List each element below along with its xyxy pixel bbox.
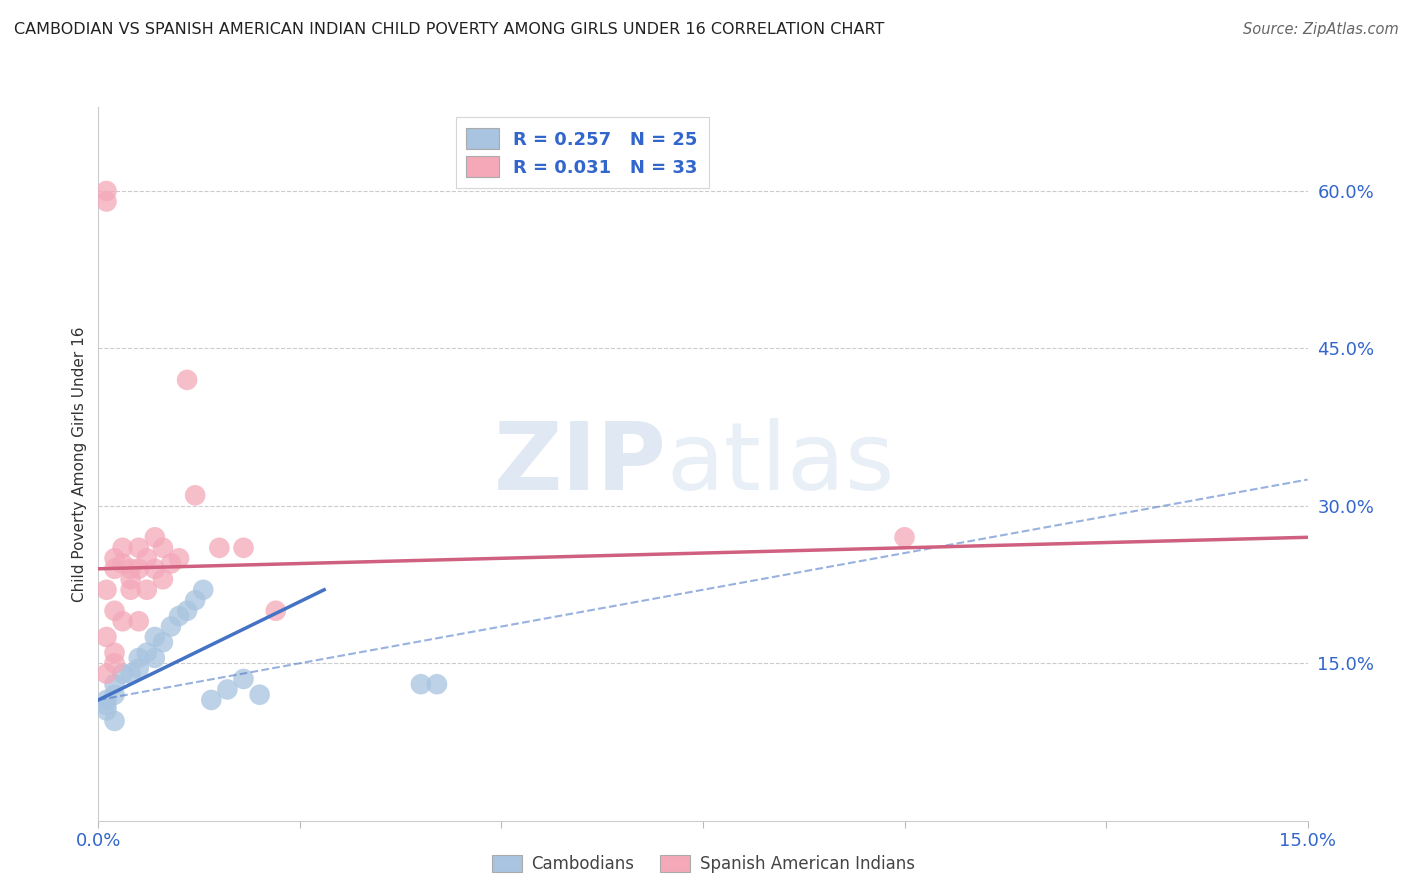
Text: ZIP: ZIP — [494, 417, 666, 510]
Point — [176, 373, 198, 387]
Point — [249, 688, 271, 702]
Point — [96, 194, 118, 209]
Point — [103, 657, 125, 671]
Point — [208, 541, 231, 555]
Text: Source: ZipAtlas.com: Source: ZipAtlas.com — [1243, 22, 1399, 37]
Point — [217, 682, 239, 697]
Point — [167, 551, 190, 566]
Point — [120, 666, 142, 681]
Point — [96, 693, 118, 707]
Point — [152, 635, 174, 649]
Point — [232, 672, 254, 686]
Point — [103, 551, 125, 566]
Point — [152, 572, 174, 586]
Point — [193, 582, 215, 597]
Point — [143, 530, 166, 544]
Point — [135, 646, 157, 660]
Point — [111, 557, 134, 571]
Point — [96, 184, 118, 198]
Point — [143, 562, 166, 576]
Point — [160, 619, 183, 633]
Point — [103, 714, 125, 728]
Point — [120, 582, 142, 597]
Point — [111, 614, 134, 628]
Point — [426, 677, 449, 691]
Text: CAMBODIAN VS SPANISH AMERICAN INDIAN CHILD POVERTY AMONG GIRLS UNDER 16 CORRELAT: CAMBODIAN VS SPANISH AMERICAN INDIAN CHI… — [14, 22, 884, 37]
Point — [111, 666, 134, 681]
Point — [103, 688, 125, 702]
Point — [135, 551, 157, 566]
Point — [103, 646, 125, 660]
Point — [128, 614, 150, 628]
Point — [96, 630, 118, 644]
Point — [167, 609, 190, 624]
Point — [135, 582, 157, 597]
Point — [893, 530, 915, 544]
Point — [96, 703, 118, 717]
Point — [120, 572, 142, 586]
Point — [176, 604, 198, 618]
Point — [160, 557, 183, 571]
Legend: Cambodians, Spanish American Indians: Cambodians, Spanish American Indians — [485, 848, 921, 880]
Point — [264, 604, 287, 618]
Point — [143, 651, 166, 665]
Point — [184, 593, 207, 607]
Point — [232, 541, 254, 555]
Point — [143, 630, 166, 644]
Point — [103, 677, 125, 691]
Point — [409, 677, 432, 691]
Point — [184, 488, 207, 502]
Point — [96, 666, 118, 681]
Text: atlas: atlas — [666, 417, 896, 510]
Point — [96, 582, 118, 597]
Point — [103, 604, 125, 618]
Point — [128, 661, 150, 675]
Y-axis label: Child Poverty Among Girls Under 16: Child Poverty Among Girls Under 16 — [72, 326, 87, 601]
Point — [128, 562, 150, 576]
Point — [200, 693, 222, 707]
Point — [111, 541, 134, 555]
Point — [103, 562, 125, 576]
Point — [152, 541, 174, 555]
Point — [96, 698, 118, 713]
Point — [128, 541, 150, 555]
Point — [120, 562, 142, 576]
Point — [128, 651, 150, 665]
